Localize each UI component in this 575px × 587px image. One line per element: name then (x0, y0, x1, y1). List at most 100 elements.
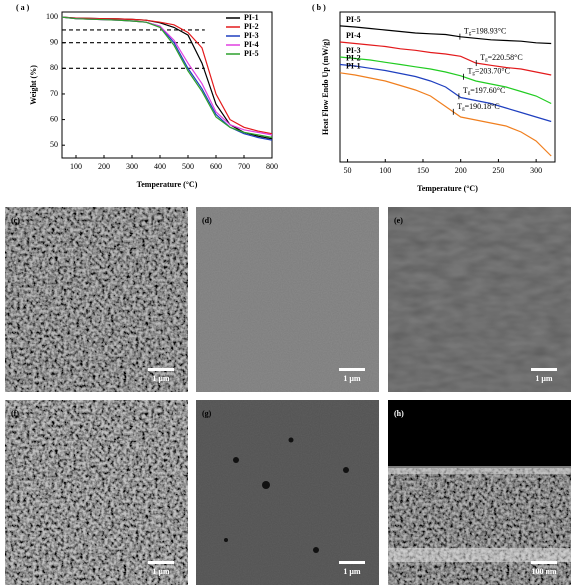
panel-label: (f) (11, 409, 19, 418)
scale-bar (148, 561, 174, 564)
tg-value: =203.70°C (475, 67, 510, 76)
panel-label: ( a ) (16, 3, 30, 12)
tg-value: =197.60°C (470, 86, 505, 95)
micrograph: (c) 1 μm (5, 207, 188, 392)
y-tick-label: 50 (50, 140, 58, 149)
micrograph-image (196, 207, 379, 392)
legend-label: PI-4 (346, 31, 361, 40)
tg-symbol: T (480, 53, 485, 62)
tg-subscript: g (462, 107, 465, 112)
x-tick-label: 600 (210, 162, 222, 171)
series-line (339, 41, 552, 76)
tg-symbol: T (464, 26, 469, 35)
tg-value: =220.58°C (488, 53, 523, 62)
micrograph-image (5, 400, 188, 585)
series-line (339, 72, 552, 157)
panel-label: (c) (11, 216, 20, 225)
tg-symbol: T (457, 102, 462, 111)
pore (233, 457, 239, 463)
tg-label: Tg=203.70°C (467, 67, 509, 77)
scale-bar (148, 368, 174, 371)
y-tick-label: 90 (50, 38, 58, 47)
micrograph: (e) 1 μm (388, 207, 571, 392)
edge-band (388, 466, 571, 474)
panel-label: (e) (394, 216, 403, 225)
x-tick-label: 800 (266, 162, 278, 171)
tg-value: =190.18°C (465, 102, 500, 111)
series-line (61, 16, 273, 140)
scale-bar (339, 368, 365, 371)
legend-label: PI-2 (244, 22, 259, 31)
tg-label: Tg=190.18°C (457, 102, 499, 112)
panel-label: (d) (202, 216, 212, 225)
legend-label: PI-2 (346, 53, 361, 62)
pore (313, 547, 319, 553)
panel-label: ( b ) (312, 3, 326, 12)
x-tick-label: 200 (455, 166, 467, 175)
tg-value: =198.93°C (471, 26, 506, 35)
legend-label: PI-3 (346, 46, 361, 55)
series-line (339, 63, 552, 123)
legend-label: PI-5 (244, 49, 259, 58)
scale-bar (339, 561, 365, 564)
y-tick-label: 70 (50, 89, 58, 98)
scale-bar (531, 561, 557, 564)
micrograph: (h) 100 nm (388, 400, 571, 585)
legend-label: PI-1 (346, 62, 361, 71)
panel-label: (g) (202, 409, 212, 418)
y-axis-label: Heat Flow Endo Up (mW/g) (321, 39, 330, 135)
x-tick-label: 300 (530, 166, 542, 175)
plot-frame (61, 11, 273, 159)
series-line (61, 16, 273, 139)
plot-frame (339, 11, 556, 163)
tg-label: Tg=198.93°C (464, 26, 506, 36)
x-tick-label: 200 (98, 162, 110, 171)
series-line (339, 56, 552, 105)
scale-bar-label: 1 μm (343, 374, 361, 383)
legend-label: PI-5 (346, 15, 361, 24)
y-tick-label: 100 (46, 12, 58, 21)
x-tick-label: 400 (154, 162, 166, 171)
scale-bar (531, 368, 557, 371)
micrograph-image (388, 207, 571, 392)
tg-label: Tg=197.60°C (463, 86, 505, 96)
tg-label: Tg=220.58°C (480, 53, 522, 63)
micrograph-image (196, 400, 379, 585)
x-tick-label: 700 (238, 162, 250, 171)
substrate-band (388, 548, 571, 562)
scale-bar-label: 1 μm (152, 567, 170, 576)
pore (343, 467, 349, 473)
micrograph-image (5, 207, 188, 392)
micrograph: (d) 1 μm (196, 207, 379, 392)
tg-subscript: g (468, 91, 471, 96)
tg-subscript: g (472, 72, 475, 77)
y-tick-label: 60 (50, 114, 58, 123)
background (388, 400, 571, 468)
x-tick-label: 500 (182, 162, 194, 171)
y-tick-label: 80 (50, 63, 58, 72)
x-tick-label: 250 (492, 166, 504, 175)
pore (262, 481, 270, 489)
tg-subscript: g (469, 32, 472, 37)
panel-label: (h) (394, 409, 404, 418)
x-tick-label: 100 (70, 162, 82, 171)
x-axis-label: Temperature (°C) (417, 184, 478, 193)
x-axis-label: Temperature (°C) (137, 180, 198, 189)
legend-label: PI-1 (244, 13, 259, 22)
series-line (61, 16, 273, 135)
pore (288, 437, 294, 443)
tg-symbol: T (467, 67, 472, 76)
x-tick-label: 300 (126, 162, 138, 171)
legend-label: PI-3 (244, 31, 259, 40)
pore (224, 538, 228, 542)
legend-label: PI-4 (244, 40, 259, 49)
scale-bar-label: 1 μm (343, 567, 361, 576)
y-axis-label: Weight (%) (29, 65, 38, 105)
tg-subscript: g (485, 58, 488, 63)
micrograph: (g) 1 μm (196, 400, 379, 585)
x-tick-label: 50 (344, 166, 352, 175)
scale-bar-label: 100 nm (531, 567, 556, 576)
tg-symbol: T (463, 86, 468, 95)
scale-bar-label: 1 μm (152, 374, 170, 383)
